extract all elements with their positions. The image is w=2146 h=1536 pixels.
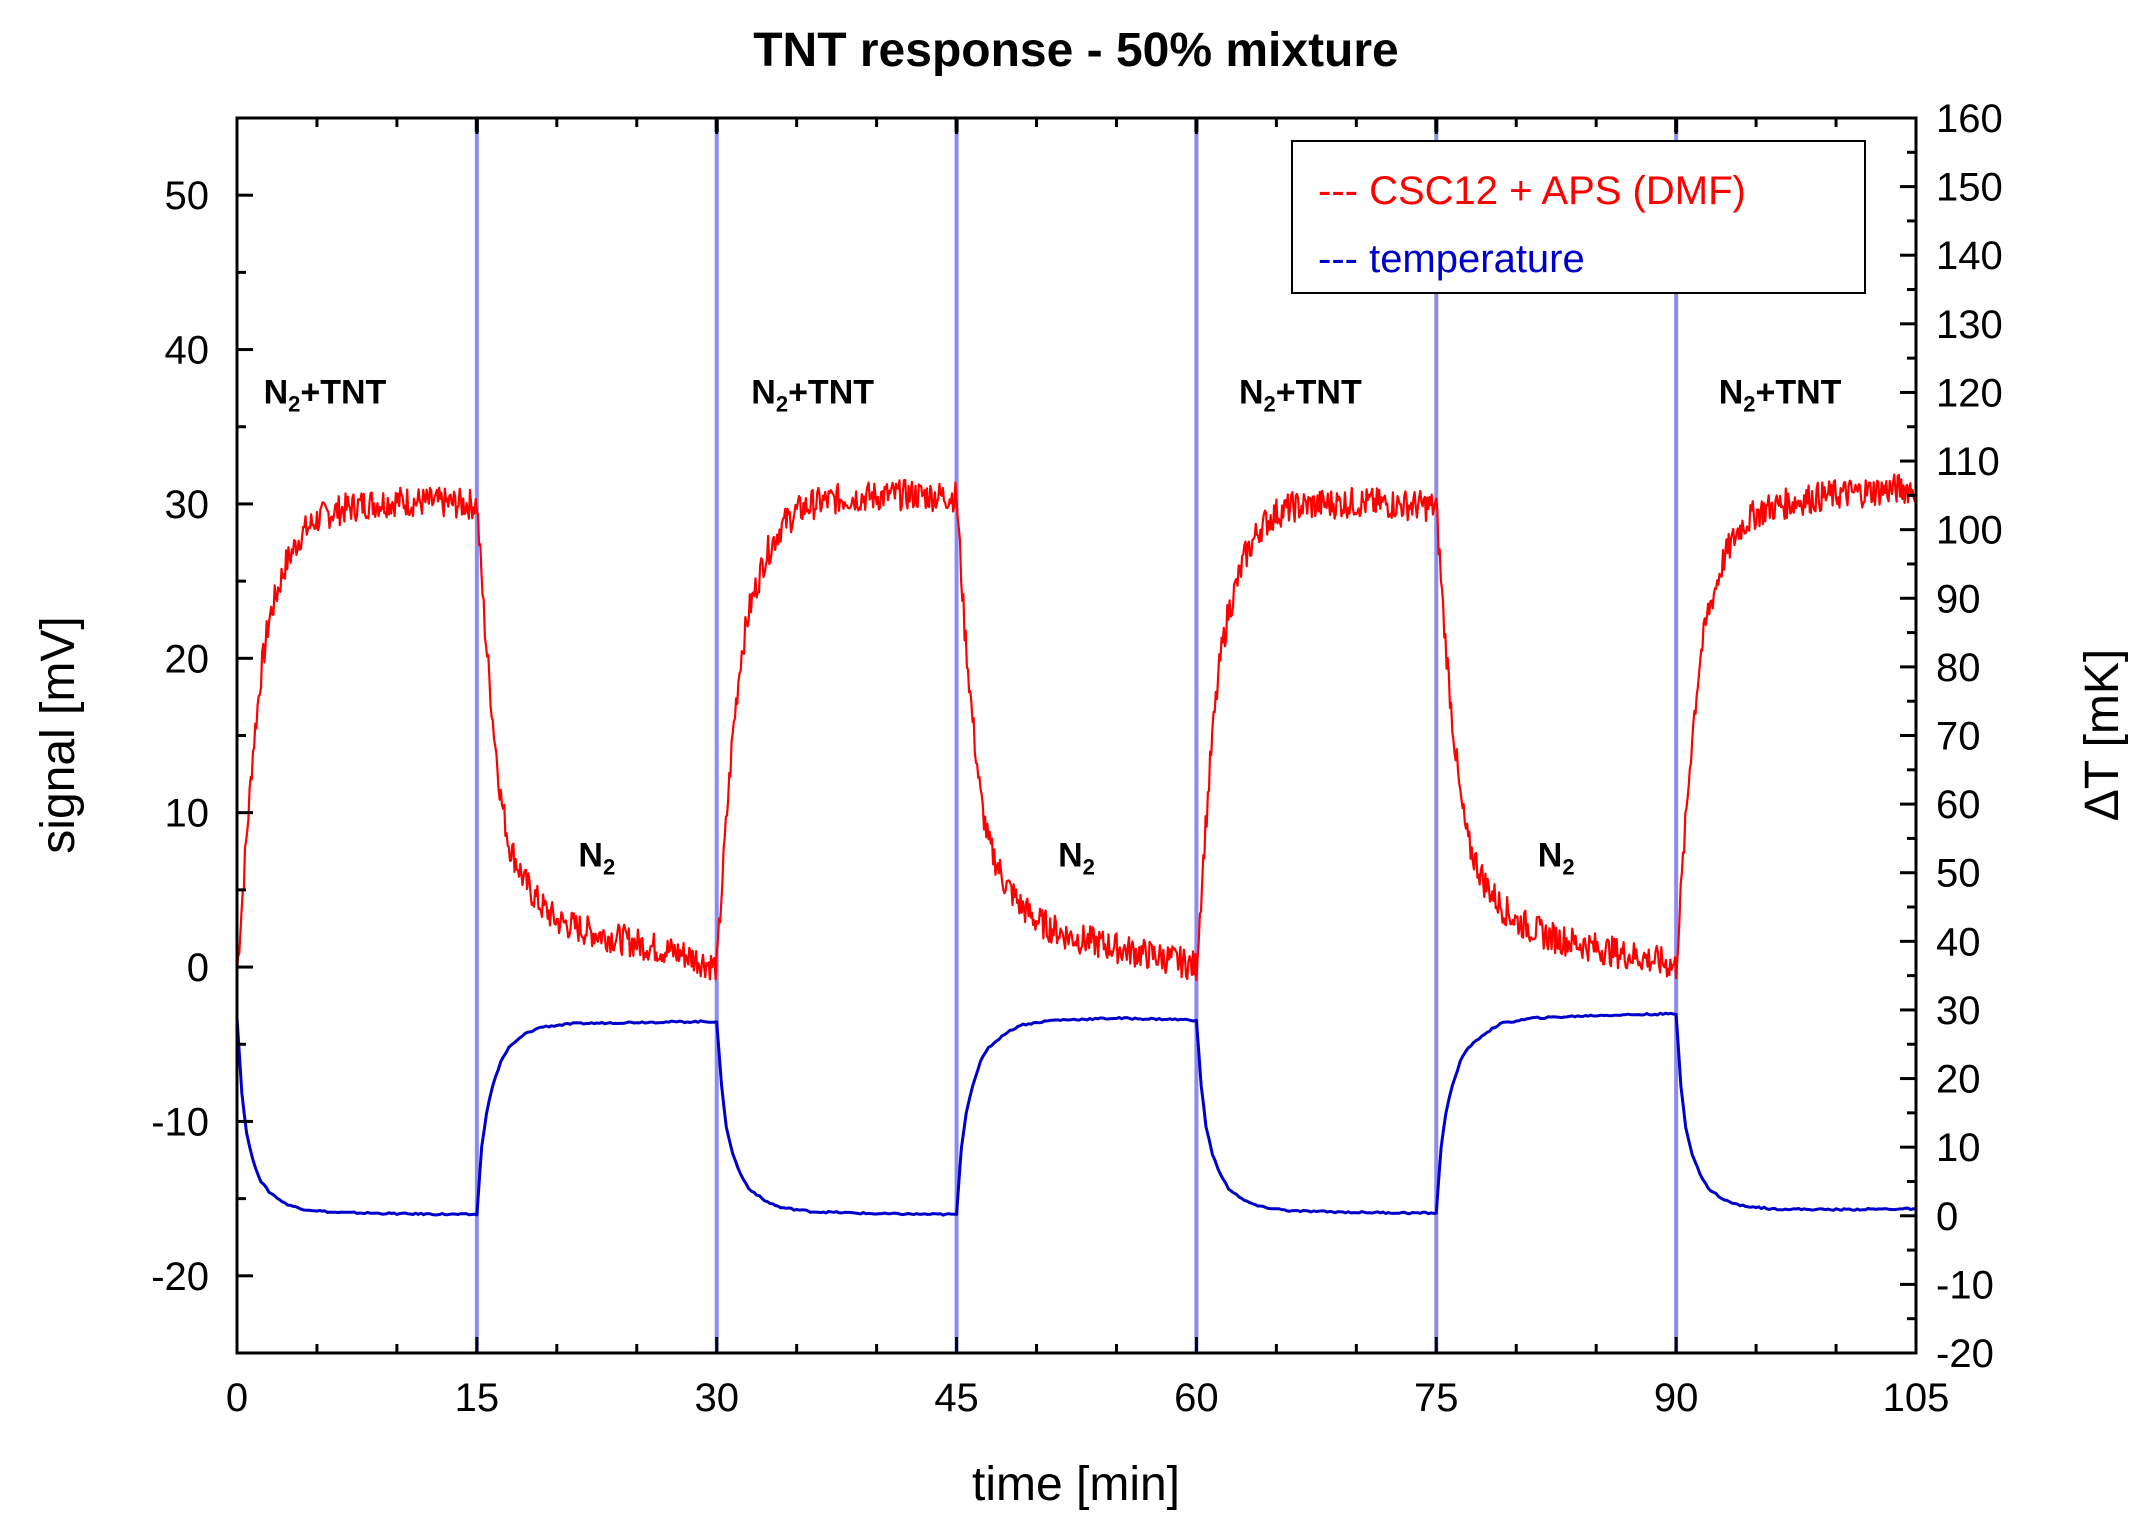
y2-axis-label: ΔT [mK] (2076, 649, 2129, 822)
y2-tick-label: 30 (1936, 989, 1981, 1033)
x-tick-label: 30 (694, 1376, 739, 1420)
y-tick-label: 50 (165, 174, 210, 218)
region-labels: N2+TNT N2 N2+TNT N2 N2+TNT N2 N2+TNT (264, 374, 1842, 880)
y2-tick-label: 20 (1936, 1058, 1981, 1102)
y2-tick-label: 160 (1936, 97, 2003, 141)
region-label: N2+TNT (751, 374, 874, 417)
x-axis-ticks: 0 15 30 45 60 75 90 105 (226, 118, 1950, 1420)
switch-lines (474, 118, 1679, 1353)
x-tick-label: 0 (226, 1376, 248, 1420)
region-label: N2 (1538, 837, 1575, 880)
y2-tick-label: 90 (1936, 577, 1981, 621)
series-layer (237, 473, 1916, 1217)
y2-tick-label: 140 (1936, 234, 2003, 278)
y-tick-label: 10 (165, 792, 210, 836)
y-tick-label: -10 (151, 1100, 209, 1144)
legend-box (1291, 140, 1866, 294)
series-csc12-line (237, 473, 1916, 982)
region-label: N2+TNT (264, 374, 387, 417)
y-tick-label: -20 (151, 1255, 209, 1299)
plot-frame (235, 116, 1918, 1355)
legend-entry-temperature: --- temperature (1318, 237, 1585, 281)
x-tick-label: 105 (1883, 1376, 1950, 1420)
y2-tick-label: 0 (1936, 1195, 1958, 1239)
x-tick-label: 15 (455, 1376, 500, 1420)
y2-tick-label: 60 (1936, 783, 1981, 827)
legend: --- CSC12 + APS (DMF) --- temperature (1291, 140, 1866, 294)
x-tick-label: 60 (1174, 1376, 1219, 1420)
y-tick-label: 20 (165, 637, 210, 681)
x-tick-label: 75 (1414, 1376, 1459, 1420)
y-tick-label: 30 (165, 483, 210, 527)
y2-axis-ticks: -20 -10 0 10 20 30 40 50 60 70 80 90 100 110 120 130 140… (1900, 97, 2003, 1376)
region-label: N2+TNT (1239, 374, 1362, 417)
y-tick-label: 0 (187, 946, 209, 990)
x-axis-label: time [min] (972, 1458, 1180, 1511)
y2-tick-label: 80 (1936, 646, 1981, 690)
y2-tick-label: -10 (1936, 1263, 1994, 1307)
y2-tick-label: 40 (1936, 920, 1981, 964)
y2-tick-label: 10 (1936, 1126, 1981, 1170)
y2-tick-label: -20 (1936, 1332, 1994, 1376)
y2-tick-label: 50 (1936, 852, 1981, 896)
y-axis-ticks: -20 -10 0 10 20 30 40 50 (151, 116, 253, 1355)
y2-tick-label: 120 (1936, 371, 2003, 415)
y-axis-label: signal [mV] (32, 616, 85, 853)
chart-title: TNT response - 50% mixture (753, 24, 1399, 77)
region-label: N2 (578, 837, 615, 880)
region-label: N2 (1058, 837, 1095, 880)
y2-tick-label: 150 (1936, 166, 2003, 210)
y2-tick-label: 100 (1936, 509, 2003, 553)
region-label: N2+TNT (1719, 374, 1842, 417)
y2-tick-label: 70 (1936, 715, 1981, 759)
y-tick-label: 40 (165, 329, 210, 373)
y2-tick-label: 130 (1936, 303, 2003, 347)
y2-tick-label: 110 (1936, 440, 2000, 484)
x-tick-label: 90 (1654, 1376, 1699, 1420)
x-tick-label: 45 (934, 1376, 979, 1420)
series-temperature-line (237, 1011, 1916, 1217)
legend-entry-csc12: --- CSC12 + APS (DMF) (1318, 169, 1746, 213)
